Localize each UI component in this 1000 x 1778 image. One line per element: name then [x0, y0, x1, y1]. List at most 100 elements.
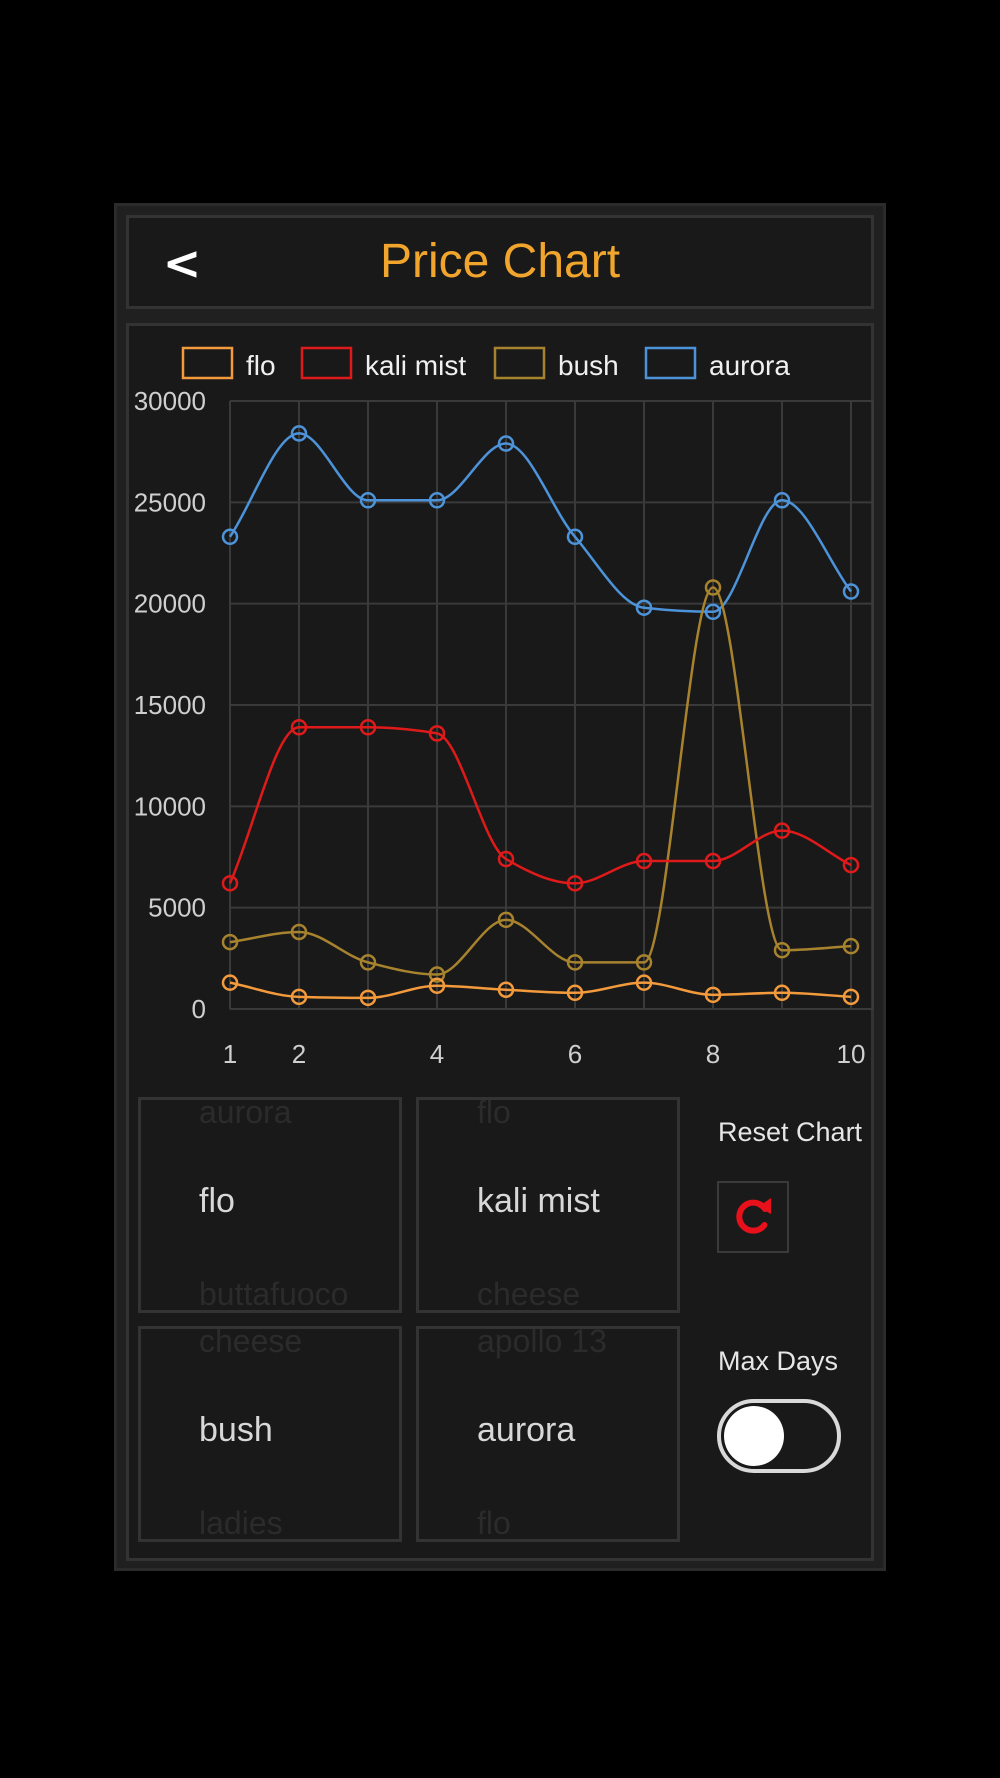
max-days-toggle[interactable]	[717, 1399, 841, 1473]
data-point[interactable]	[566, 984, 584, 1002]
picker-selected: kali mist	[477, 1182, 600, 1220]
page-title: Price Chart	[379, 235, 621, 288]
data-point[interactable]	[566, 528, 584, 546]
series-line	[229, 981, 852, 1000]
picker-selected: aurora	[477, 1411, 576, 1449]
legend-item[interactable]: flo	[181, 346, 276, 381]
data-point[interactable]	[497, 850, 515, 868]
header-bar: < Price Chart	[126, 215, 874, 309]
data-point[interactable]	[359, 492, 377, 509]
max-days-label: Max Days	[718, 1346, 839, 1376]
data-point[interactable]	[290, 719, 308, 736]
back-button[interactable]: <	[162, 236, 202, 290]
picker-option-above: aurora	[199, 1097, 292, 1130]
y-tick-label: 5000	[148, 893, 206, 923]
strain-picker-4[interactable]: apollo 13 aurora flo	[416, 1326, 680, 1542]
data-point[interactable]	[428, 977, 446, 994]
series-line	[228, 432, 852, 614]
data-point[interactable]	[428, 725, 446, 742]
data-point[interactable]	[359, 954, 377, 971]
data-point[interactable]	[221, 933, 239, 951]
data-point[interactable]	[635, 954, 653, 971]
series-kali-mist	[221, 719, 860, 892]
data-point[interactable]	[842, 856, 860, 874]
legend-swatch	[644, 346, 697, 380]
legend-swatch	[181, 346, 234, 380]
y-tick-label: 25000	[134, 487, 206, 517]
refresh-icon	[736, 1198, 771, 1234]
data-point[interactable]	[359, 719, 377, 736]
x-tick-label: 1	[223, 1039, 237, 1069]
data-point[interactable]	[221, 528, 239, 546]
x-tick-label: 4	[430, 1039, 444, 1069]
data-point[interactable]	[704, 986, 722, 1004]
legend-label: bush	[558, 350, 619, 381]
x-tick-label: 6	[568, 1039, 582, 1069]
y-tick-label: 10000	[134, 791, 206, 821]
series-aurora	[221, 425, 860, 621]
data-point[interactable]	[842, 937, 860, 955]
data-point[interactable]	[428, 492, 446, 509]
x-tick-label: 10	[837, 1039, 866, 1069]
data-point[interactable]	[842, 988, 860, 1006]
data-point[interactable]	[704, 579, 722, 596]
data-point[interactable]	[635, 599, 653, 616]
legend-item[interactable]: kali mist	[300, 346, 466, 381]
y-tick-label: 30000	[134, 386, 206, 416]
data-point[interactable]	[773, 941, 791, 959]
picker-option-below: cheese	[477, 1276, 581, 1312]
reset-chart-label: Reset Chart	[718, 1117, 863, 1147]
data-point[interactable]	[290, 923, 308, 941]
picker-option-above: apollo 13	[477, 1326, 607, 1359]
strain-picker-3[interactable]: cheese bush ladies	[138, 1326, 402, 1542]
picker-option-below: flo	[477, 1505, 511, 1541]
data-point[interactable]	[773, 984, 791, 1002]
data-point[interactable]	[842, 583, 860, 600]
reset-chart-button[interactable]	[717, 1181, 789, 1253]
picker-option-above: cheese	[199, 1326, 303, 1359]
data-point[interactable]	[221, 974, 239, 991]
legend-swatch	[493, 346, 546, 380]
y-tick-label: 20000	[134, 589, 206, 619]
data-point[interactable]	[497, 435, 515, 452]
data-point[interactable]	[428, 966, 446, 983]
data-point[interactable]	[290, 425, 308, 442]
picker-option-above: flo	[477, 1097, 511, 1130]
legend-swatch	[300, 346, 353, 380]
data-point[interactable]	[773, 492, 791, 509]
data-point[interactable]	[704, 852, 722, 870]
data-point[interactable]	[566, 954, 584, 971]
series-flo	[221, 974, 860, 1007]
x-tick-label: 8	[706, 1039, 720, 1069]
picker-option-below: buttafuoco	[199, 1276, 349, 1312]
strain-picker-1[interactable]: aurora flo buttafuoco	[138, 1097, 402, 1313]
picker-selected: bush	[199, 1411, 273, 1449]
data-point[interactable]	[221, 875, 239, 892]
data-point[interactable]	[497, 981, 515, 998]
y-tick-label: 15000	[134, 690, 206, 720]
data-point[interactable]	[704, 603, 722, 621]
legend-item[interactable]: bush	[493, 346, 619, 381]
legend-label: flo	[246, 350, 276, 381]
data-point[interactable]	[359, 989, 377, 1007]
data-point[interactable]	[773, 822, 791, 839]
data-point[interactable]	[566, 875, 584, 892]
data-point[interactable]	[635, 852, 653, 870]
series-bush	[221, 579, 860, 983]
price-chart: 30000 25000 20000 15000 10000 5000 01 2 4 6 8 10 flo…	[134, 346, 874, 1069]
x-tick-label: 2	[292, 1039, 306, 1069]
series-line	[229, 586, 852, 976]
data-point[interactable]	[497, 911, 515, 929]
series-line	[228, 726, 852, 885]
legend-label: aurora	[709, 350, 790, 381]
legend-item[interactable]: aurora	[644, 346, 790, 381]
data-point[interactable]	[635, 974, 653, 991]
picker-option-below: ladies	[199, 1505, 283, 1541]
data-point[interactable]	[290, 988, 308, 1006]
strain-picker-2[interactable]: flo kali mist cheese	[416, 1097, 680, 1313]
picker-selected: flo	[199, 1182, 235, 1220]
y-tick-label: 0	[192, 994, 206, 1024]
toggle-knob	[724, 1406, 784, 1466]
legend-label: kali mist	[365, 350, 466, 381]
chart-grid	[229, 400, 874, 1010]
